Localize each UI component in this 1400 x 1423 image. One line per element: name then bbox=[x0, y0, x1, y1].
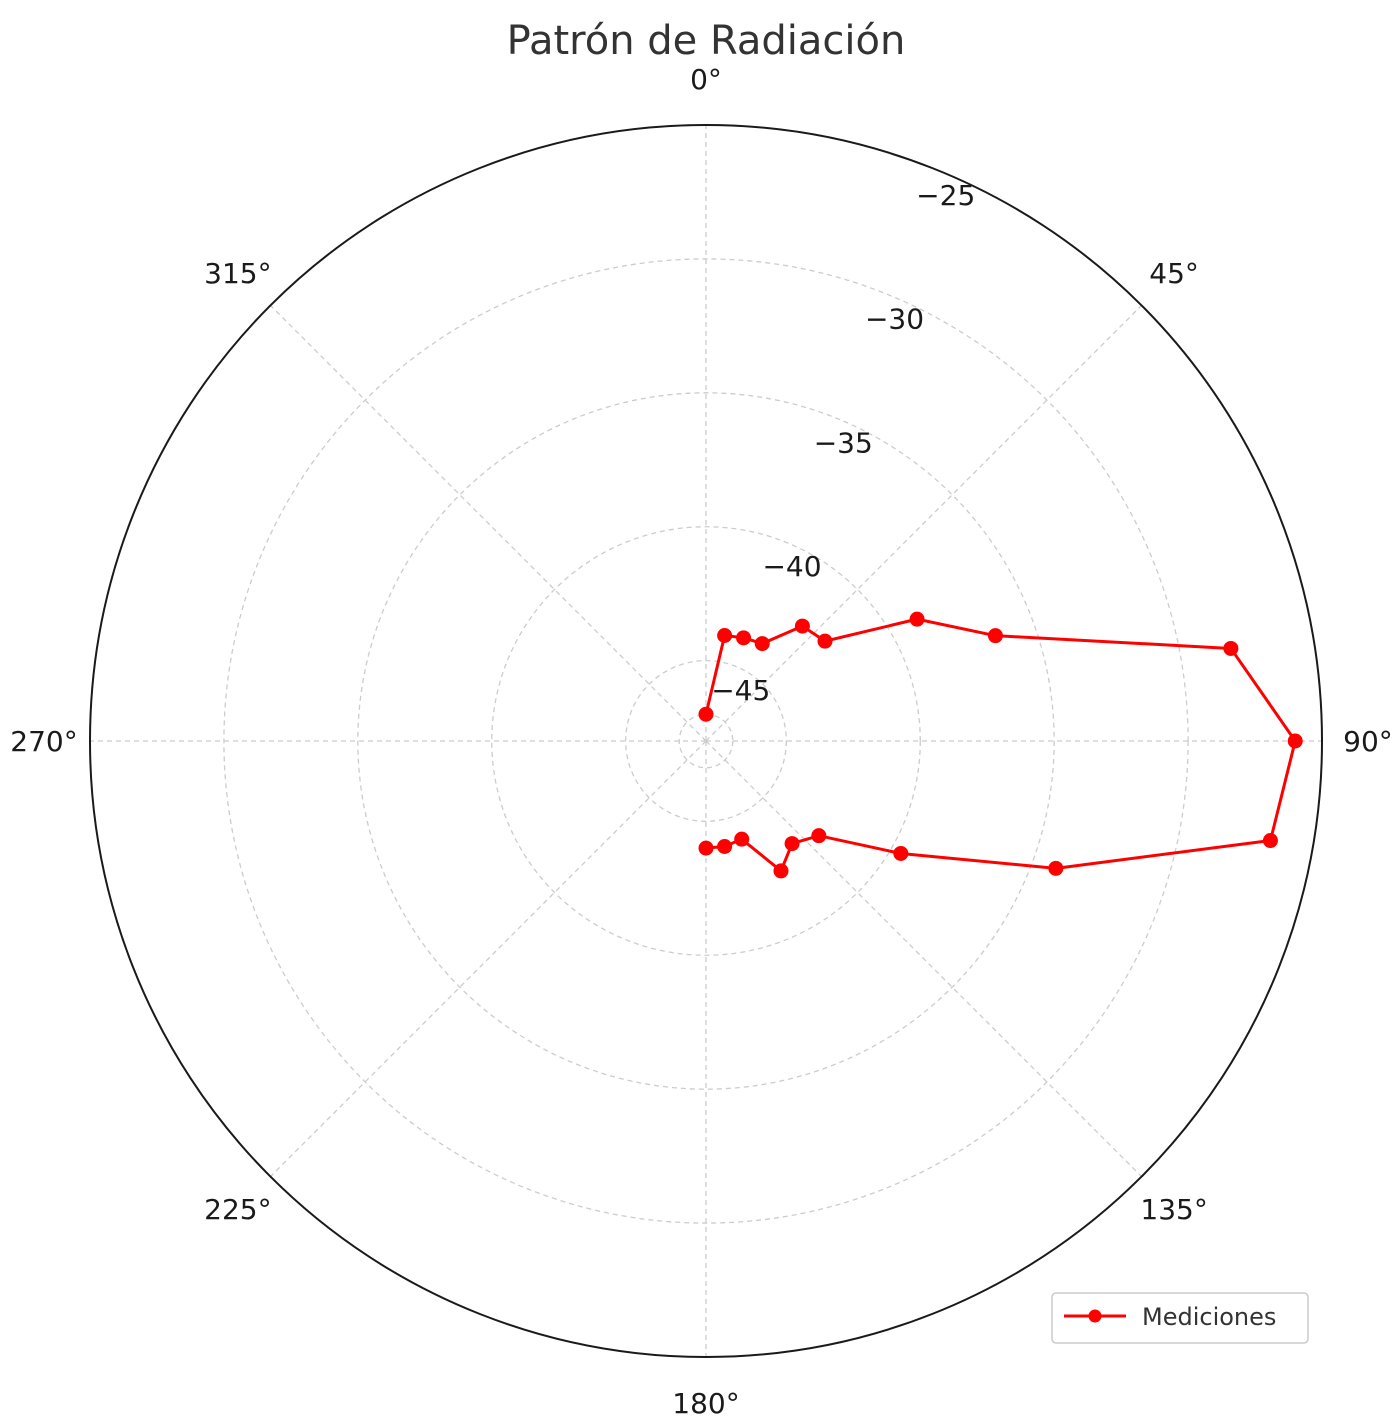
radial-tick-labels: −45 −40 −35 −30 −25 bbox=[711, 179, 975, 707]
legend: Mediciones bbox=[1051, 1292, 1309, 1344]
data-point bbox=[698, 706, 714, 722]
radial-gridline bbox=[678, 713, 734, 769]
data-point bbox=[1048, 860, 1064, 876]
data-point bbox=[736, 630, 752, 646]
radial-gridline bbox=[625, 660, 787, 822]
data-point bbox=[784, 836, 800, 852]
data-point bbox=[794, 618, 810, 634]
legend-box bbox=[1051, 1292, 1309, 1344]
radial-gridline bbox=[223, 258, 1189, 1224]
data-point bbox=[909, 611, 925, 627]
data-point bbox=[987, 628, 1003, 644]
radial-gridline bbox=[357, 392, 1055, 1090]
radial-gridline bbox=[491, 526, 921, 956]
data-point bbox=[754, 636, 770, 652]
data-point bbox=[817, 633, 833, 649]
angle-tick-labels: 0° 45° 90° 135° 180° 225° 270° 315° bbox=[10, 63, 1393, 1420]
data-point bbox=[773, 863, 789, 879]
angle-tick-label: 225° bbox=[204, 1193, 271, 1226]
data-point bbox=[734, 831, 750, 847]
angle-tick-label: 45° bbox=[1149, 257, 1199, 290]
angle-tick-label: 315° bbox=[204, 257, 271, 290]
data-point bbox=[717, 839, 733, 855]
data-point bbox=[1262, 833, 1278, 849]
radial-tick-label: −25 bbox=[916, 179, 975, 212]
polar-frame bbox=[89, 124, 1323, 1358]
data-point bbox=[811, 828, 827, 844]
angle-tick-label: 135° bbox=[1140, 1193, 1207, 1226]
data-point bbox=[1287, 733, 1303, 749]
data-point bbox=[717, 627, 733, 643]
angular-gridline bbox=[705, 740, 1143, 1178]
angle-tick-label: 270° bbox=[10, 725, 77, 758]
legend-label: Mediciones bbox=[1142, 1303, 1276, 1331]
angle-tick-label: 90° bbox=[1343, 725, 1393, 758]
series-line bbox=[704, 617, 1297, 873]
radial-tick-label: −45 bbox=[711, 674, 770, 707]
data-point bbox=[893, 845, 909, 861]
data-point bbox=[1223, 640, 1239, 656]
angular-gridline bbox=[269, 304, 707, 742]
angle-tick-label: 180° bbox=[672, 1387, 739, 1420]
polar-grid bbox=[89, 124, 1323, 1358]
series-mediciones bbox=[698, 611, 1303, 879]
angle-tick-label: 0° bbox=[690, 63, 722, 96]
radial-tick-label: −30 bbox=[865, 303, 924, 336]
radial-tick-label: −35 bbox=[814, 426, 873, 459]
radial-tick-label: −40 bbox=[762, 550, 821, 583]
chart-title: Patrón de Radiación bbox=[507, 18, 906, 64]
data-point bbox=[698, 840, 714, 856]
legend-marker bbox=[1088, 1309, 1102, 1323]
angular-gridline bbox=[269, 740, 707, 1178]
angular-gridline bbox=[705, 304, 1143, 742]
